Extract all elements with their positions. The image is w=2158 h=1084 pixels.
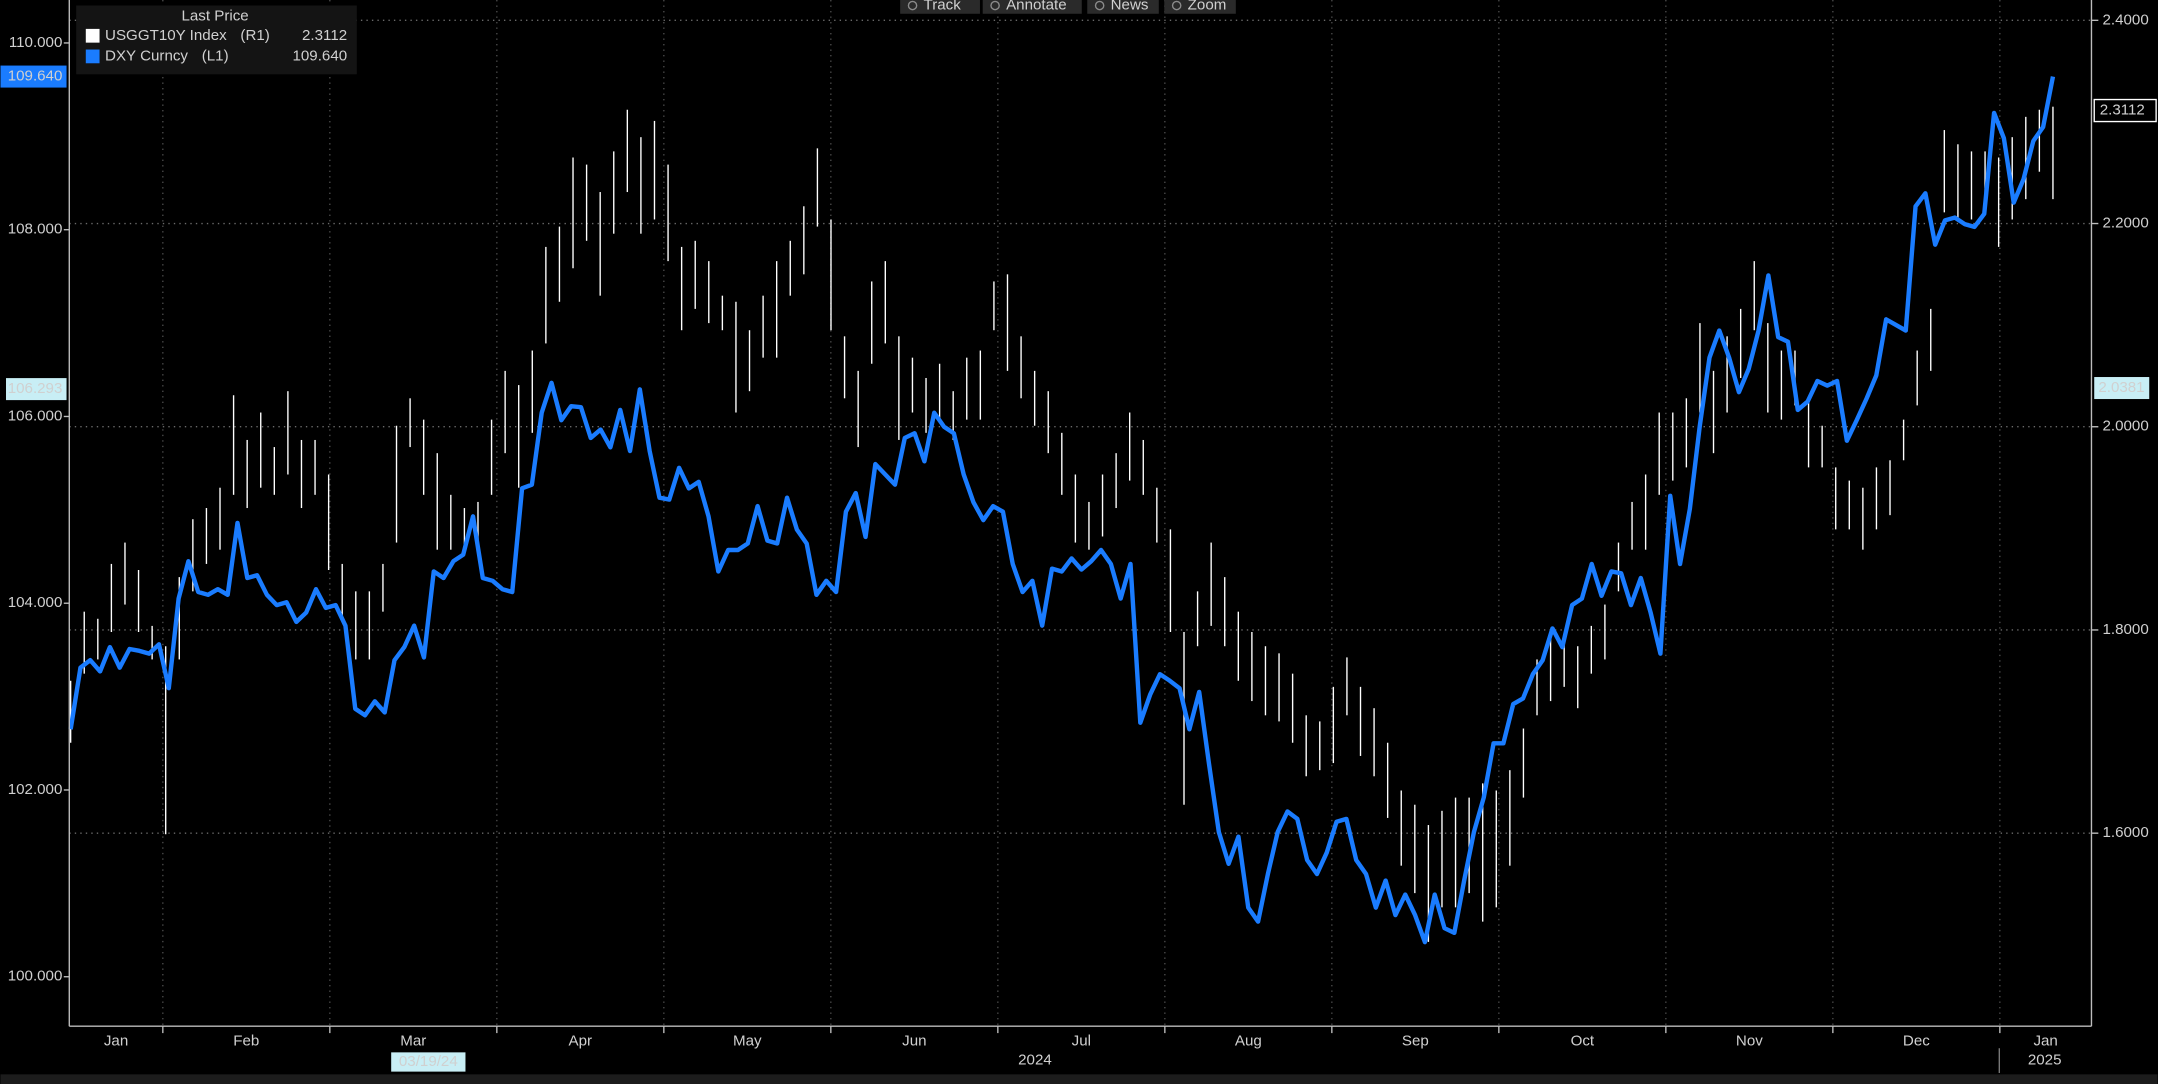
legend-name: USGGT10Y Index: [105, 27, 227, 44]
legend: Last Price USGGT10Y Index (R1) 2.3112 DXY C…: [76, 5, 357, 75]
crosshair-date-tag: [391, 1052, 466, 1072]
crosshair-date: 03/19/24: [399, 1053, 458, 1070]
last-price-tag: [2093, 98, 2157, 123]
y2-tick-label: 2.0000: [2102, 418, 2148, 435]
grid: [69, 0, 2092, 1027]
x-tick-label: Nov: [1736, 1032, 1763, 1049]
toolbar: Track Annotate News Zoom: [900, 0, 1236, 14]
toolbar-label[interactable]: Annotate: [1006, 0, 1067, 14]
legend-title: Last Price: [181, 8, 248, 25]
toolbar-label[interactable]: Zoom: [1188, 0, 1227, 14]
x-tick-label: May: [733, 1032, 762, 1049]
year-label: 2025: [2028, 1052, 2062, 1069]
x-tick-label: Sep: [1402, 1032, 1429, 1049]
last-price-label: 2.3112: [2100, 102, 2145, 119]
axes: 100.000 102.000 104.000 106.000 108.000 110.0…: [8, 0, 2149, 1073]
x-tick-label: Oct: [1571, 1032, 1595, 1049]
y-tick-label: 106.000: [8, 407, 63, 424]
year-label: 2024: [1018, 1052, 1052, 1069]
y2-tick-label: 2.4000: [2102, 11, 2148, 28]
toolbar-button: [1087, 0, 1159, 14]
y2-tick-label: 1.8000: [2102, 621, 2148, 638]
crosshair-tag: [6, 378, 67, 401]
toolbar-button: [982, 0, 1082, 14]
toolbar-icon: [907, 0, 918, 11]
toolbar-icon: [990, 0, 1000, 11]
last-price-tag: [0, 65, 67, 88]
line: [68, 76, 2056, 945]
x-tick-label: Apr: [569, 1032, 593, 1049]
legend-box: [76, 5, 357, 75]
x-tick-label: Aug: [1235, 1032, 1262, 1049]
x-tick-label: Jan: [2033, 1032, 2057, 1049]
crosshair-tag: [2094, 377, 2150, 400]
legend-tag: (R1): [240, 27, 269, 44]
x-tick-label: Jun: [902, 1032, 926, 1049]
y-tick-label: 104.000: [8, 594, 63, 611]
x-tick-label: Dec: [1903, 1032, 1930, 1049]
legend-swatch: [85, 28, 100, 43]
crosshair-label: 106.293: [8, 380, 63, 397]
x-tick-label: Jul: [1072, 1032, 1091, 1049]
x-tick-label: Mar: [400, 1032, 426, 1049]
y-tick-label: 102.000: [8, 781, 63, 798]
y-tick-label: 110.000: [9, 34, 63, 51]
legend-last: 2.3112: [302, 27, 347, 44]
legend-last: 109.640: [292, 47, 347, 64]
y2-tick-label: 2.2000: [2102, 215, 2148, 232]
crosshair-label: 2.0381: [2098, 379, 2144, 396]
legend-tag: (L1): [202, 47, 229, 64]
labels: 2.3112 109.640 106.293 2.0381 03/19/24: [0, 65, 2157, 1072]
y2-tick-label: 1.6000: [2102, 824, 2148, 841]
legend-name: DXY Curncy: [105, 47, 188, 64]
toolbar-label[interactable]: News: [1111, 0, 1149, 14]
toolbar-icon: [1171, 0, 1182, 11]
legend-swatch: [85, 49, 100, 64]
x-tick-label: Feb: [233, 1032, 259, 1049]
y-tick-label: 100.000: [8, 968, 63, 985]
last-price-label: 109.640: [8, 68, 63, 85]
x-tick-label: Jan: [104, 1032, 128, 1049]
y-tick-label: 108.000: [8, 221, 63, 238]
toolbar-button: [900, 0, 980, 14]
toolbar-label[interactable]: Track: [924, 0, 962, 14]
toolbar-button: [1164, 0, 1236, 14]
toolbar-icon: [1094, 0, 1105, 11]
status-strip: [0, 1074, 2158, 1084]
plot-area: [68, 76, 2056, 945]
